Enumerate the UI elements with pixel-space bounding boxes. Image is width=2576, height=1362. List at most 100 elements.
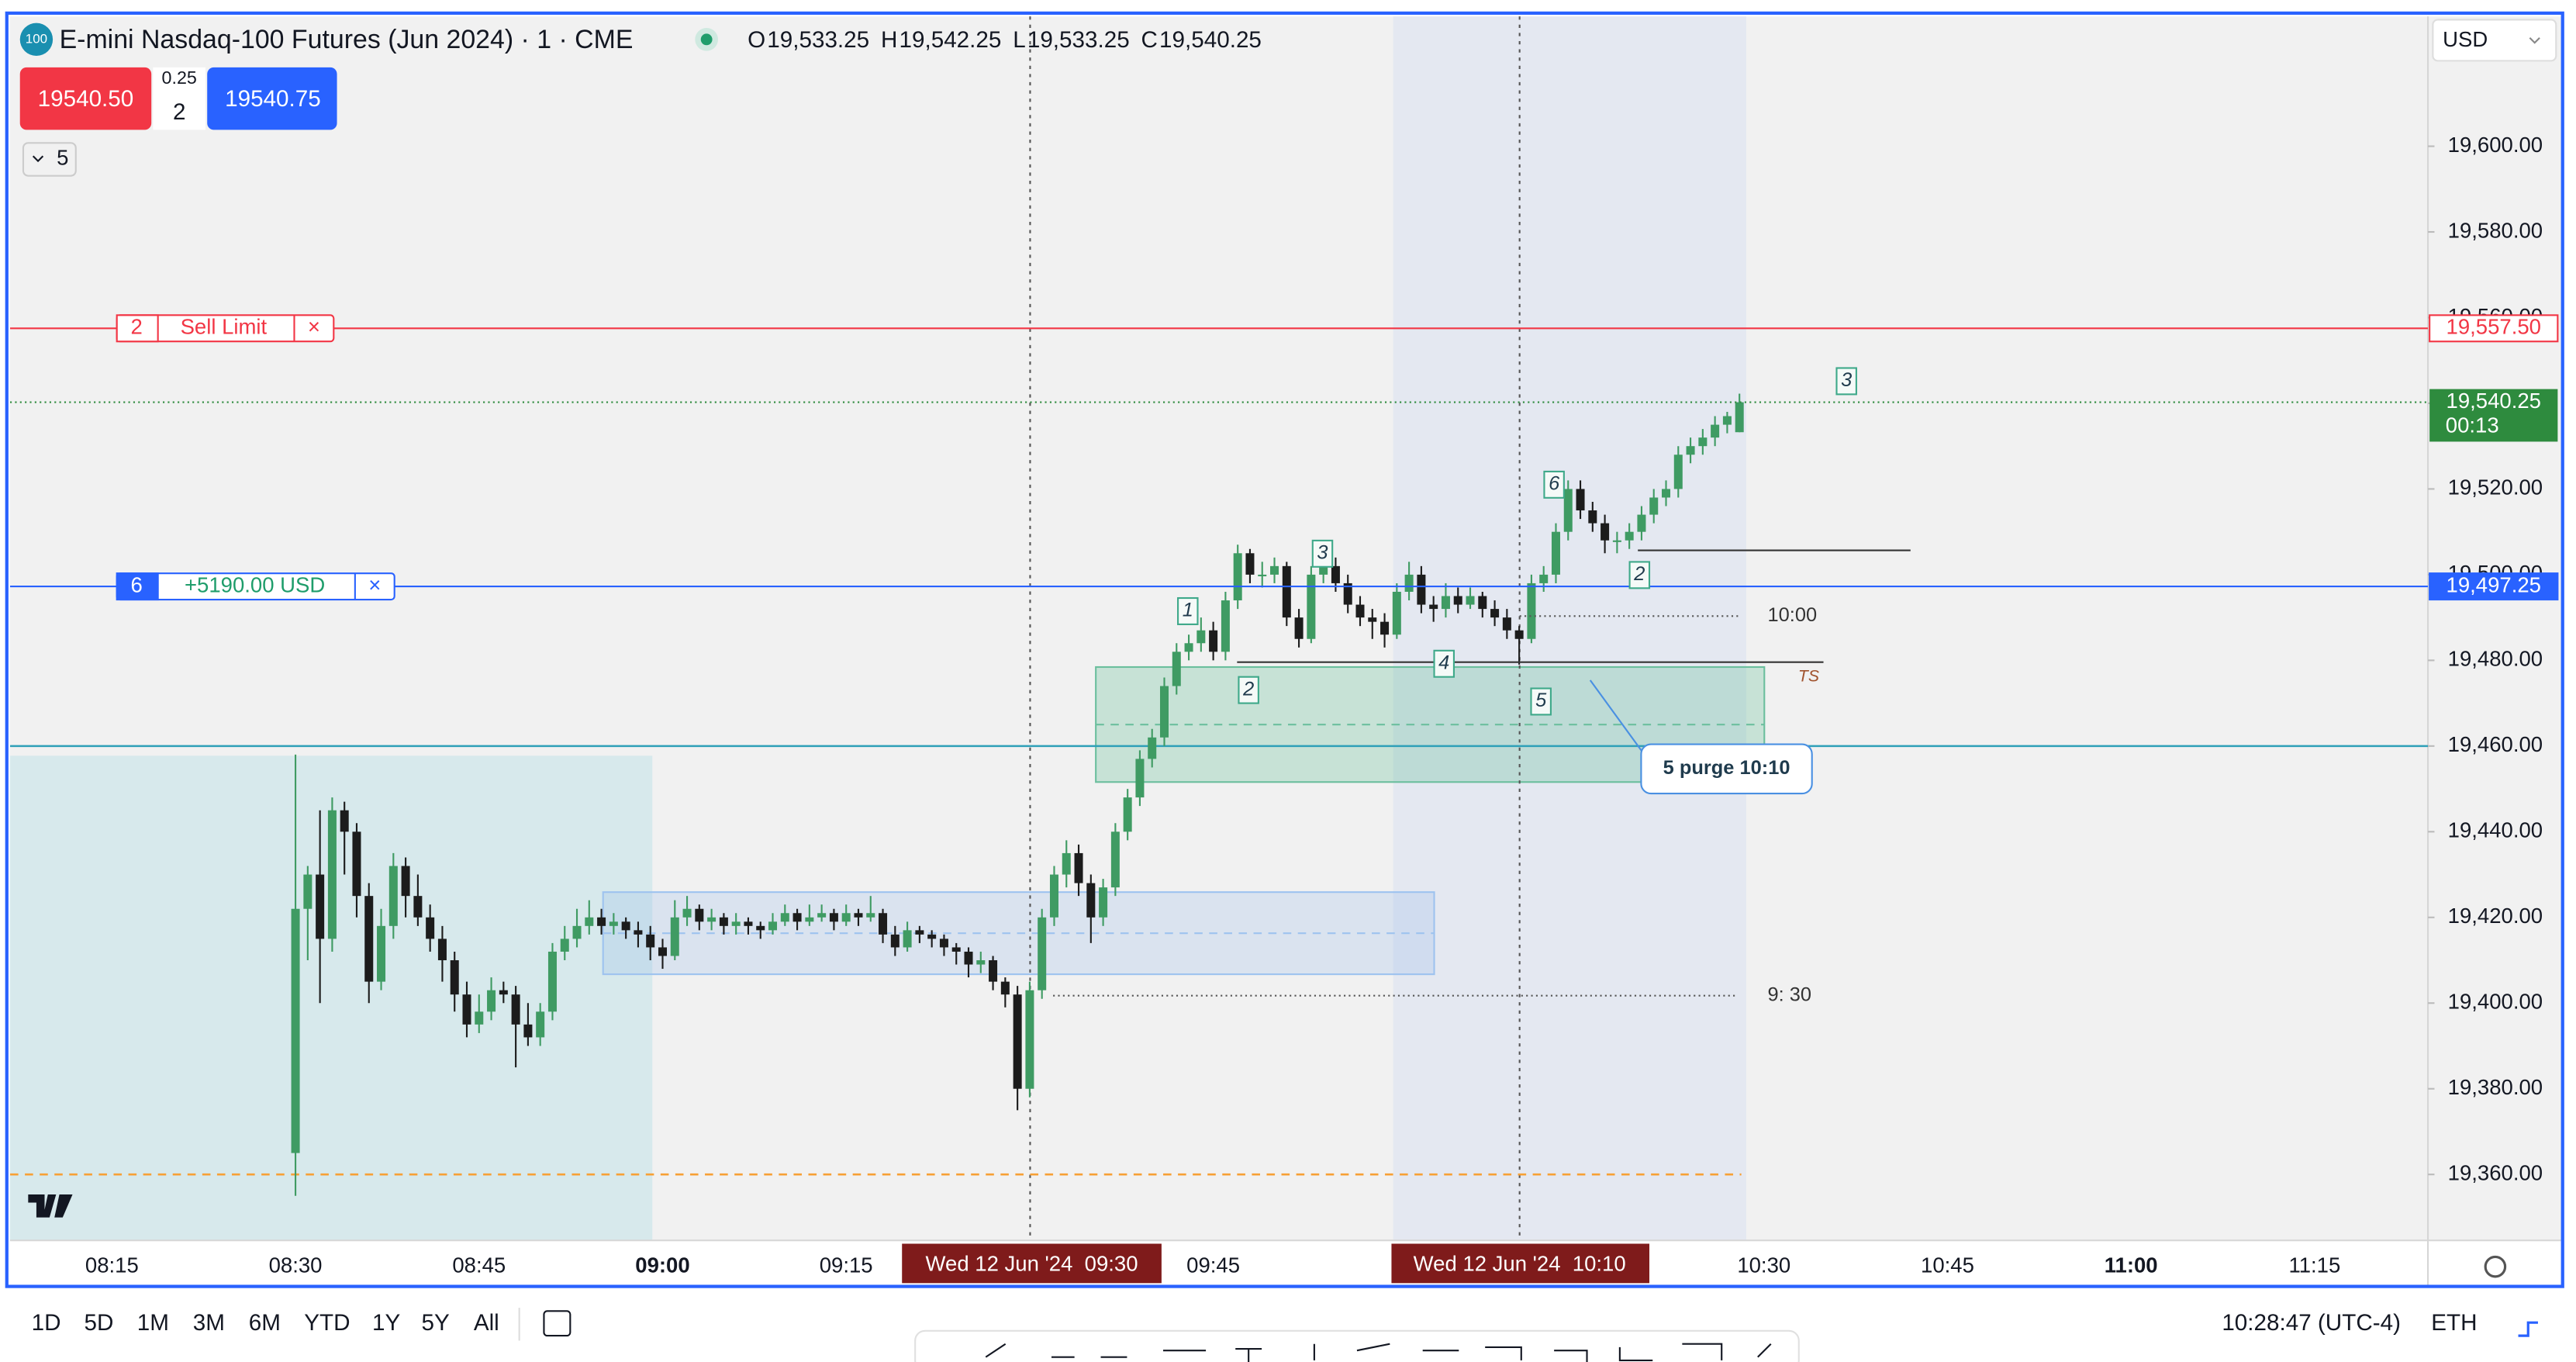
- candle-body: [756, 925, 765, 931]
- candle-body: [1307, 574, 1316, 639]
- drawing-tools[interactable]: [985, 1343, 1772, 1362]
- marker: 3: [1841, 369, 1852, 391]
- candle-body: [1539, 574, 1549, 583]
- range-button[interactable]: 1D: [32, 1310, 61, 1336]
- candle-body: [658, 947, 667, 956]
- candle-body: [1331, 565, 1340, 583]
- marker: 4: [1438, 652, 1449, 673]
- candle-body: [609, 921, 618, 926]
- candle-body: [976, 960, 986, 965]
- candle-body: [377, 925, 386, 982]
- candle-body: [1588, 510, 1597, 524]
- candle-body: [1563, 489, 1573, 532]
- marker-box: [1177, 596, 1199, 625]
- candle-body: [964, 951, 973, 965]
- order-label[interactable]: +5190.00 USD: [185, 572, 325, 596]
- range-button[interactable]: All: [474, 1310, 499, 1336]
- y-tick-label: 19,440.00: [2448, 818, 2543, 842]
- order-qty[interactable]: 2: [130, 315, 142, 339]
- adjust-icon[interactable]: [2518, 1321, 2538, 1337]
- range-button[interactable]: 6M: [249, 1310, 281, 1336]
- candle-body: [364, 896, 374, 982]
- marker-box: [1433, 649, 1455, 678]
- candle-body: [682, 908, 692, 918]
- candle-body: [316, 874, 325, 939]
- highlight-band: [1393, 16, 1746, 1241]
- candle-body: [1135, 759, 1145, 798]
- order-price-label: 19,557.50: [2447, 315, 2541, 339]
- currency[interactable]: USD: [2443, 27, 2488, 51]
- candle-body: [487, 990, 496, 1012]
- candle-body: [1649, 497, 1659, 515]
- layers-count[interactable]: 5: [57, 146, 68, 170]
- buy-button[interactable]: [207, 67, 337, 130]
- candle-body: [1270, 565, 1279, 575]
- candle-body: [1172, 652, 1181, 686]
- candle-body: [475, 1011, 484, 1025]
- candle-body: [1221, 600, 1230, 652]
- candle-body: [1368, 617, 1377, 622]
- marker: 1: [1183, 600, 1193, 621]
- candle-body: [670, 917, 679, 956]
- candle-body: [1466, 596, 1475, 605]
- candle-body: [731, 921, 741, 926]
- crosshair-time-text: Wed 12 Jun '24 10:10: [1414, 1251, 1626, 1275]
- candle-body: [511, 994, 520, 1025]
- currency-select[interactable]: [2432, 19, 2557, 62]
- layers-toggle[interactable]: [22, 142, 77, 177]
- order-qty[interactable]: 6: [130, 572, 142, 596]
- candle-body: [768, 921, 778, 931]
- candle-body: [1527, 582, 1536, 639]
- range-button[interactable]: 5Y: [422, 1310, 450, 1336]
- y-tick-label: 19,400.00: [2448, 990, 2543, 1014]
- candle-body: [1576, 489, 1585, 511]
- x-tick-label: 09:45: [1186, 1253, 1240, 1277]
- ohlc-key: C: [1141, 27, 1158, 53]
- chevron: [32, 155, 44, 163]
- date-range-icon[interactable]: [543, 1310, 571, 1337]
- candle-body: [805, 917, 814, 922]
- y-tick-label: 19,460.00: [2448, 732, 2543, 756]
- candle-body: [1184, 643, 1193, 652]
- order-label[interactable]: Sell Limit: [181, 315, 268, 339]
- candle-body: [572, 925, 582, 939]
- marker: 3: [1317, 542, 1328, 564]
- order-close[interactable]: ×: [308, 315, 320, 339]
- ohlc-key: H: [881, 27, 897, 53]
- callout: [1640, 743, 1813, 795]
- range-button[interactable]: 5D: [84, 1310, 113, 1336]
- last-price-tag: [2429, 389, 2558, 442]
- ohlc-key: L: [1013, 27, 1025, 53]
- range-button[interactable]: 1Y: [372, 1310, 400, 1336]
- order-price-label: 19,497.25: [2447, 572, 2541, 596]
- candle-body: [951, 947, 961, 952]
- range-button[interactable]: 1M: [137, 1310, 169, 1336]
- range-button[interactable]: YTD: [304, 1310, 350, 1336]
- candle-body: [499, 990, 508, 995]
- symbol-title[interactable]: E-mini Nasdaq-100 Futures (Jun 2024) · 1…: [60, 25, 634, 54]
- spread: 0.25: [162, 67, 197, 88]
- order-price-tag: [2429, 572, 2559, 601]
- candle-body: [1380, 621, 1390, 635]
- candle-body: [1392, 591, 1401, 635]
- status-dot: [700, 33, 713, 46]
- candle-body: [523, 1024, 533, 1038]
- candle-body: [1148, 737, 1157, 759]
- buy-price[interactable]: 19540.75: [225, 86, 321, 112]
- candle-body: [792, 913, 802, 922]
- range-button[interactable]: 3M: [193, 1310, 225, 1336]
- candle-body: [1000, 981, 1010, 995]
- order-close[interactable]: ×: [368, 572, 381, 596]
- settings-icon[interactable]: [2484, 1255, 2507, 1278]
- sell-price[interactable]: 19540.50: [38, 86, 134, 112]
- candle-body: [1049, 874, 1058, 918]
- candle-body: [780, 913, 789, 922]
- session[interactable]: ETH: [2431, 1310, 2477, 1336]
- sell-button[interactable]: [19, 67, 152, 130]
- candle-body: [1282, 565, 1291, 618]
- ohlc-value: 19,533.25: [1027, 27, 1130, 53]
- quantity[interactable]: 2: [173, 99, 186, 125]
- candle-body: [1698, 437, 1708, 447]
- badge-text: 100: [26, 31, 47, 46]
